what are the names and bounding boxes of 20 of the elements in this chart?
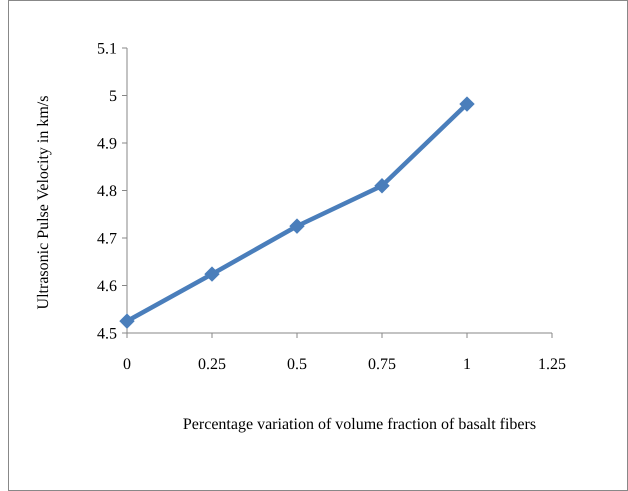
point (204, 266, 220, 282)
y-axis-title: Ultrasonic Pulse Velocity in km/s (35, 96, 52, 310)
y-tick-label: 4.5 (97, 326, 117, 343)
point (374, 178, 390, 194)
y-tick-label: 4.7 (97, 230, 117, 248)
x-tick-label: 0 (123, 356, 131, 373)
point (290, 218, 304, 234)
point (120, 314, 134, 329)
y-tick-label: 4.9 (97, 136, 117, 153)
y-tick-label: 4.6 (97, 278, 117, 296)
x-tick-label: 0.25 (198, 356, 226, 373)
y-tick-label: 5.1 (97, 40, 117, 58)
x-tick-label: 0.75 (368, 356, 396, 373)
point (460, 96, 474, 112)
y-tick-label: 5 (109, 88, 117, 106)
x-tick-label: 1.25 (538, 356, 566, 373)
x-tick-label: 1 (463, 356, 471, 373)
x-tick-label: 0.5 (287, 356, 307, 373)
x-axis-title: Percentage variation of volume fraction of basalt fibers (182, 416, 536, 433)
y-tick-label: 4.8 (97, 183, 117, 200)
